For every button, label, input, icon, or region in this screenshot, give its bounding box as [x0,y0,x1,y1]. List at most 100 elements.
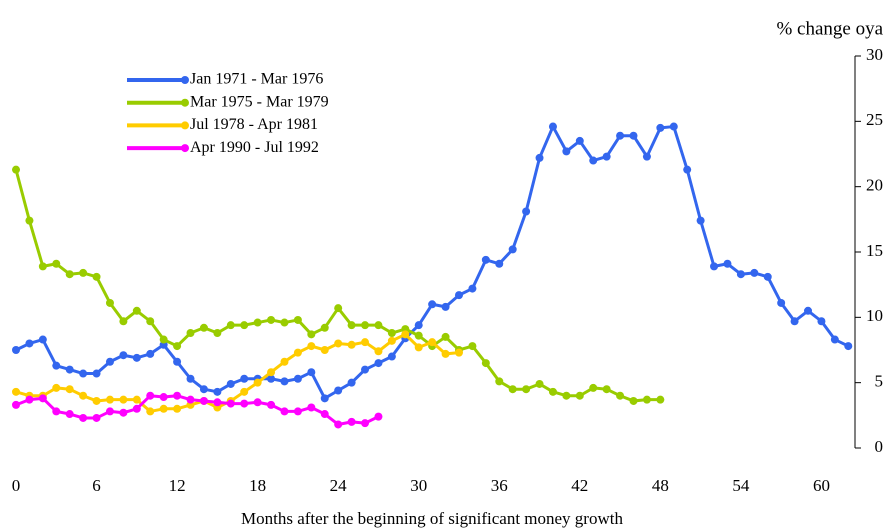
data-point [38,394,47,403]
data-point [589,156,598,165]
data-point [105,357,114,366]
data-point [38,335,47,344]
data-point [253,318,262,327]
data-point [616,391,625,400]
data-point [589,383,598,392]
data-point [105,298,114,307]
data-point [347,321,356,330]
legend-label: Mar 1975 - Mar 1979 [190,93,329,110]
data-point [387,336,396,345]
data-point [65,365,74,374]
data-point [575,136,584,145]
data-point [320,346,329,354]
data-point [280,357,289,366]
data-point [92,413,101,422]
data-point [387,329,396,338]
data-point [562,391,571,400]
data-point [119,351,128,360]
data-point [226,399,235,408]
data-point [65,410,74,419]
x-tick-label: 30 [410,476,427,495]
data-point [12,400,20,409]
data-point [387,352,396,361]
data-point [280,377,289,386]
data-point [307,342,316,351]
data-point [267,368,276,377]
data-point [146,391,155,400]
y-tick-label: 25 [866,110,883,129]
data-point [642,152,651,161]
series-line [15,394,380,426]
x-tick-label: 24 [330,476,348,495]
data-point [213,398,222,407]
data-point [240,387,249,396]
data-point [79,268,88,277]
data-point [173,342,182,351]
data-point [119,408,128,417]
data-point [468,284,477,293]
data-point [253,378,262,387]
data-point [226,321,235,330]
data-point [441,349,450,358]
data-point [25,339,34,348]
data-point [428,300,437,309]
data-point [602,385,611,394]
data-point [79,391,88,400]
data-point [307,330,316,339]
data-point [428,338,437,347]
data-point [25,216,34,225]
data-point [320,410,329,419]
data-point [763,272,772,281]
data-point [562,147,571,156]
data-point [334,386,343,395]
x-axis-label: Months after the beginning of significan… [241,509,623,528]
data-point [132,306,141,315]
data-point [240,399,249,408]
data-point [52,259,61,268]
data-point [105,395,114,404]
data-point [132,395,141,404]
data-point [79,413,88,422]
x-tick-label: 48 [652,476,669,495]
data-point [401,330,410,339]
data-point [293,348,302,357]
data-point [522,207,531,216]
data-point [548,387,557,396]
data-point [199,396,208,405]
series-line [14,169,661,403]
data-point [804,306,813,315]
data-point [441,332,450,341]
data-point [186,374,195,383]
data-point [267,400,276,409]
data-point [468,342,477,351]
y-axis-label: % change oya [776,18,883,39]
data-point [508,245,517,254]
y-tick-label: 30 [866,45,883,64]
data-point [92,396,101,405]
data-point [146,407,155,416]
data-point [159,393,168,402]
data-point [240,374,249,383]
data-point [347,340,356,349]
data-point [548,122,557,131]
data-point [79,369,88,378]
data-point [347,417,356,426]
data-point [173,391,182,400]
data-point [52,361,61,370]
data-point [710,262,719,271]
x-tick-label: 6 [92,476,101,495]
data-point [361,419,370,428]
y-tick-label: 20 [866,176,883,195]
data-point [374,359,383,368]
data-point [253,398,262,407]
data-point [656,123,665,132]
data-point [750,268,759,277]
data-point [52,383,61,392]
x-tick-label: 42 [571,476,588,495]
data-point [830,335,839,344]
data-point [52,407,61,416]
data-point [616,131,625,140]
data-point [173,404,182,413]
data-point [186,329,195,338]
data-point [132,404,141,413]
